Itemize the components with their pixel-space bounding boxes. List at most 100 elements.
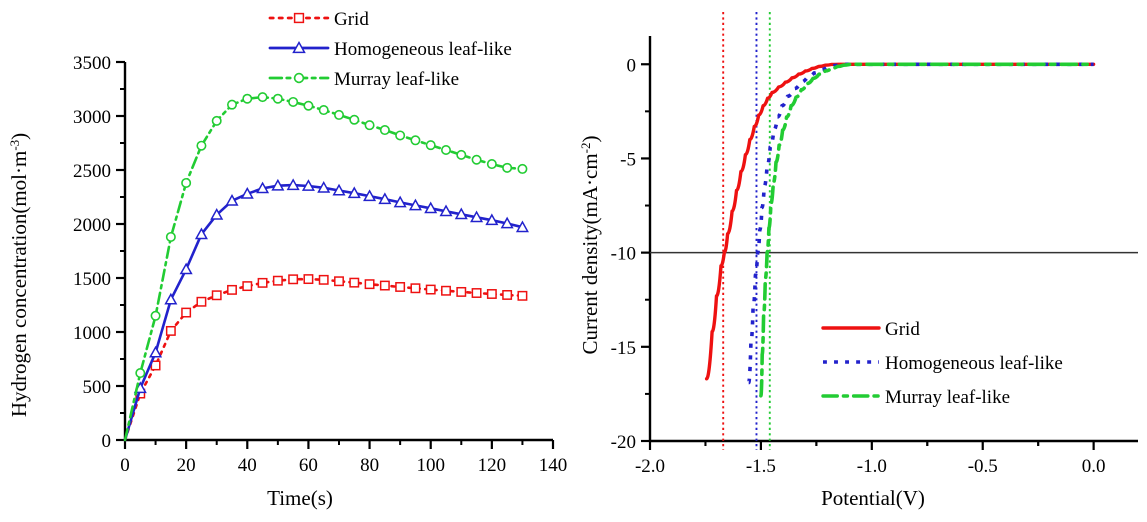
marker-circle xyxy=(425,140,436,151)
marker-circle xyxy=(181,177,192,188)
marker-circle xyxy=(517,163,528,174)
marker-circle xyxy=(395,130,406,141)
marker-square xyxy=(349,277,360,288)
marker-square xyxy=(181,307,192,318)
right-y-axis-title-sup: -2 xyxy=(578,142,593,153)
marker-triangle xyxy=(194,227,208,240)
marker-square xyxy=(318,274,329,285)
right-legend-label-0: Grid xyxy=(885,319,920,340)
marker-triangle xyxy=(485,213,499,226)
marker-triangle xyxy=(286,178,300,191)
marker-circle xyxy=(502,162,513,173)
marker-square xyxy=(303,274,314,285)
left-legend-label-1: Homogeneous leaf-like xyxy=(334,39,512,60)
marker-triangle xyxy=(210,208,224,220)
right-series-line-homogeneous-leaf-like xyxy=(746,62,1094,385)
marker-triangle xyxy=(378,192,392,205)
right-x-tick-label: -0.5 xyxy=(968,456,998,477)
marker-square xyxy=(486,289,497,299)
right-y-tick-label: -20 xyxy=(611,432,636,453)
svg-text:Current density(mA·cm-2): Current density(mA·cm-2) xyxy=(578,135,602,354)
marker-square xyxy=(272,275,283,286)
marker-circle xyxy=(333,109,344,120)
marker-square xyxy=(517,290,528,301)
marker-circle xyxy=(456,149,467,160)
left-x-tick-label: 120 xyxy=(478,455,507,476)
marker-circle xyxy=(349,114,360,125)
marker-square xyxy=(379,280,390,291)
marker-square xyxy=(502,290,513,300)
left-plot-area: 0 500 1000 1500 2000 2500 3000 3500 0 20 40 60 80 100… xyxy=(73,53,567,476)
marker-circle xyxy=(440,145,451,156)
marker-circle xyxy=(227,99,238,110)
right-y-axis-title-tail: ) xyxy=(578,135,602,142)
marker-circle xyxy=(165,231,176,242)
marker-triangle xyxy=(225,193,239,206)
marker-triangle xyxy=(470,210,484,223)
right-y-axis-title-text: Current density(mA·cm xyxy=(578,153,602,354)
marker-square xyxy=(196,296,207,307)
left-x-tick-label: 20 xyxy=(177,455,196,476)
marker-triangle xyxy=(408,198,422,211)
right-series-line-grid xyxy=(704,62,1096,381)
left-y-tick-label: 500 xyxy=(83,377,112,398)
right-x-axis-title: Potential(V) xyxy=(821,486,925,510)
marker-triangle xyxy=(332,183,346,196)
right-x-tick-label: -1.5 xyxy=(746,456,776,477)
marker-triangle xyxy=(363,189,377,202)
marker-triangle xyxy=(271,178,285,191)
marker-square xyxy=(441,285,451,296)
marker-triangle xyxy=(292,40,306,54)
left-x-axis-title: Time(s) xyxy=(267,486,333,510)
right-y-tick-label: 0 xyxy=(627,55,637,76)
marker-triangle xyxy=(439,204,453,217)
marker-triangle xyxy=(317,181,331,193)
marker-square xyxy=(211,290,222,301)
marker-triangle xyxy=(256,181,270,194)
svg-text:Hydrogen concentration(mol·m-3: Hydrogen concentration(mol·m-3) xyxy=(7,133,31,417)
left-y-tick-label: 2500 xyxy=(73,161,111,182)
marker-triangle xyxy=(347,186,361,199)
marker-square xyxy=(293,12,305,24)
left-x-tick-label: 60 xyxy=(299,455,318,476)
marker-triangle xyxy=(424,201,438,214)
marker-square xyxy=(364,279,375,290)
marker-square xyxy=(456,286,467,297)
marker-triangle xyxy=(393,195,407,208)
marker-triangle xyxy=(164,292,178,305)
marker-circle xyxy=(242,93,253,104)
chart-panel-hydrogen-concentration: 0 500 1000 1500 2000 2500 3000 3500 0 20 40 60 80 100… xyxy=(0,0,573,522)
marker-triangle xyxy=(454,207,468,220)
marker-circle xyxy=(196,140,207,151)
marker-square xyxy=(242,281,253,292)
right-x-tick-label: -1.0 xyxy=(857,456,887,477)
polarization-svg: 0 -5 -10 -15 -20 -2.0 -1.5 -1.0 -0.5 0.0 Current … xyxy=(578,12,1138,510)
marker-square xyxy=(288,274,299,285)
marker-circle xyxy=(303,100,314,111)
marker-triangle xyxy=(240,186,254,199)
right-y-tick-label: -10 xyxy=(611,244,636,265)
marker-square xyxy=(165,325,176,336)
marker-triangle xyxy=(500,216,514,229)
right-plot-area: 0 -5 -10 -15 -20 -2.0 -1.5 -1.0 -0.5 0.0 xyxy=(611,12,1138,477)
left-legend: Grid Homogeneous leaf-like Murray leaf-lik… xyxy=(268,9,512,90)
left-x-tick-label: 40 xyxy=(238,455,257,476)
marker-square xyxy=(425,284,436,295)
right-x-tick-label: 0.0 xyxy=(1082,456,1106,477)
marker-square xyxy=(471,288,482,298)
left-series-line-grid xyxy=(123,277,524,442)
hydrogen-concentration-svg: 0 500 1000 1500 2000 2500 3000 3500 0 20 40 60 80 100… xyxy=(7,9,567,510)
left-y-tick-label: 0 xyxy=(102,431,112,452)
left-y-tick-label: 1500 xyxy=(73,269,111,290)
marker-circle xyxy=(211,115,222,126)
right-series-line-murray-leaf-like xyxy=(759,62,1096,398)
left-y-tick-label: 3500 xyxy=(73,53,111,74)
marker-triangle xyxy=(301,179,315,191)
left-y-axis-title-tail: ) xyxy=(7,133,31,140)
marker-square xyxy=(334,276,344,287)
marker-circle xyxy=(471,154,482,165)
right-legend: Grid Homogeneous leaf-like Murray leaf-lik… xyxy=(821,319,1063,408)
marker-square xyxy=(227,284,237,295)
marker-triangle xyxy=(515,220,529,233)
